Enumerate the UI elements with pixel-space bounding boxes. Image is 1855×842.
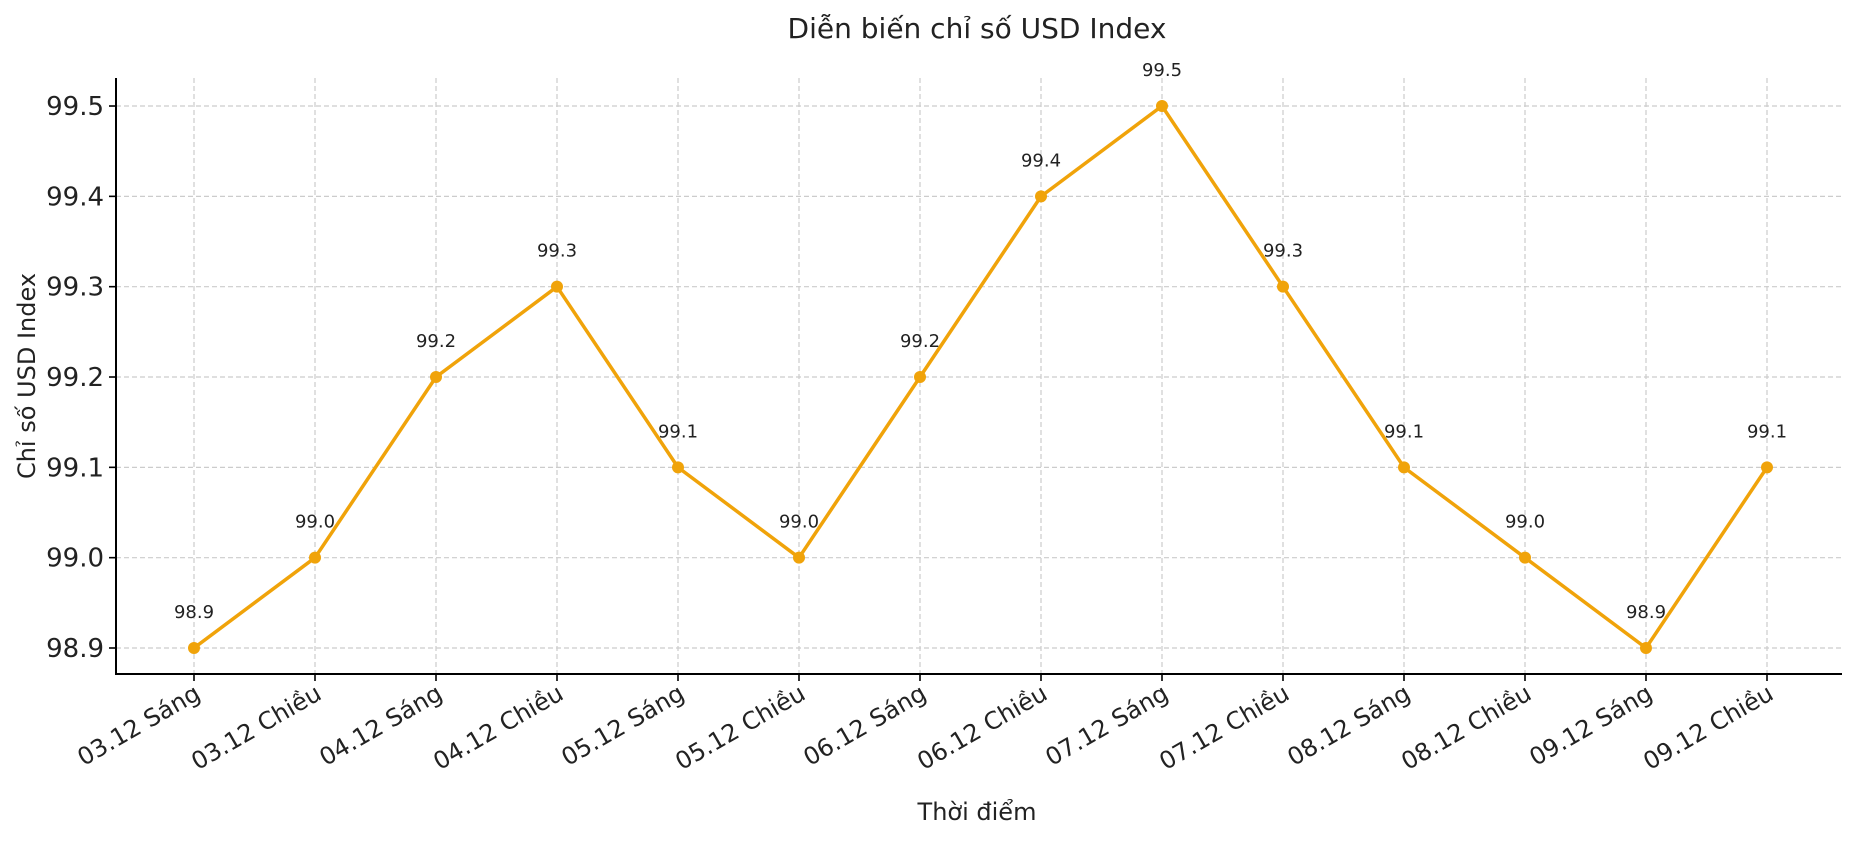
y-axis-ticks: 98.9 99.0 99.1 99.2 99.3 99.4 99.5 xyxy=(46,92,116,664)
data-point-label: 99.0 xyxy=(1505,512,1545,533)
x-tick-label: 04.12 Chiều xyxy=(428,679,568,776)
data-point-marker xyxy=(914,371,926,384)
y-tick-label: 99.0 xyxy=(46,544,104,574)
x-tick-label: 03.12 Sáng xyxy=(73,679,205,772)
x-tick-label: 08.12 Chiều xyxy=(1396,679,1536,776)
data-point-marker xyxy=(1398,461,1410,474)
data-point-label: 99.0 xyxy=(779,512,819,533)
data-point-marker xyxy=(1035,190,1047,203)
x-tick-label: 06.12 Chiều xyxy=(912,679,1052,776)
data-point-label: 99.2 xyxy=(900,331,940,352)
data-series xyxy=(188,100,1773,654)
data-point-label: 98.9 xyxy=(174,602,214,623)
y-tick-label: 99.3 xyxy=(46,273,104,303)
x-tick-label: 03.12 Chiều xyxy=(186,679,326,776)
data-point-label: 99.1 xyxy=(658,421,698,442)
x-axis-title: Thời điểm xyxy=(917,798,1037,826)
data-point-label: 99.1 xyxy=(1384,421,1424,442)
data-point-marker xyxy=(793,551,805,564)
data-point-label: 99.0 xyxy=(295,512,335,533)
data-point-marker xyxy=(1761,461,1773,474)
grid-lines xyxy=(116,78,1842,674)
x-tick-label: 07.12 Chiều xyxy=(1154,679,1294,776)
x-tick-label: 06.12 Sáng xyxy=(799,679,931,772)
data-point-label: 99.2 xyxy=(416,331,456,352)
data-point-marker xyxy=(309,551,321,564)
data-point-marker xyxy=(1277,280,1289,293)
data-point-marker xyxy=(430,371,442,384)
data-labels: 98.9 99.0 99.2 99.3 99.1 99.0 99.2 99.4 99.5 99.3… xyxy=(174,60,1787,623)
x-tick-label: 05.12 Chiều xyxy=(670,679,810,776)
axes xyxy=(115,78,1842,675)
x-tick-label: 09.12 Chiều xyxy=(1638,679,1778,776)
data-point-marker xyxy=(1640,642,1652,654)
data-point-marker xyxy=(1156,100,1168,113)
y-tick-label: 98.9 xyxy=(46,634,104,664)
x-tick-label: 04.12 Sáng xyxy=(315,679,447,772)
data-point-marker xyxy=(672,461,684,474)
data-point-marker xyxy=(1519,551,1531,564)
x-tick-label: 09.12 Sáng xyxy=(1525,679,1657,772)
y-tick-label: 99.5 xyxy=(46,92,104,122)
x-tick-label: 07.12 Sáng xyxy=(1041,679,1173,772)
y-tick-label: 99.4 xyxy=(46,182,104,212)
data-point-label: 98.9 xyxy=(1626,602,1666,623)
x-tick-label: 08.12 Sáng xyxy=(1283,679,1415,772)
y-tick-label: 99.2 xyxy=(46,363,104,393)
y-tick-label: 99.1 xyxy=(46,453,104,483)
data-point-label: 99.5 xyxy=(1142,60,1182,81)
data-point-marker xyxy=(551,280,563,293)
data-point-label: 99.3 xyxy=(537,241,577,262)
x-tick-label: 05.12 Sáng xyxy=(557,679,689,772)
data-point-label: 99.4 xyxy=(1021,150,1061,171)
y-axis-title: Chỉ số USD Index xyxy=(13,273,41,479)
data-point-label: 99.3 xyxy=(1263,241,1303,262)
data-point-label: 99.1 xyxy=(1747,421,1787,442)
data-point-marker xyxy=(188,642,200,654)
chart-title: Diễn biến chỉ số USD Index xyxy=(788,12,1167,45)
series-line xyxy=(192,104,1769,650)
